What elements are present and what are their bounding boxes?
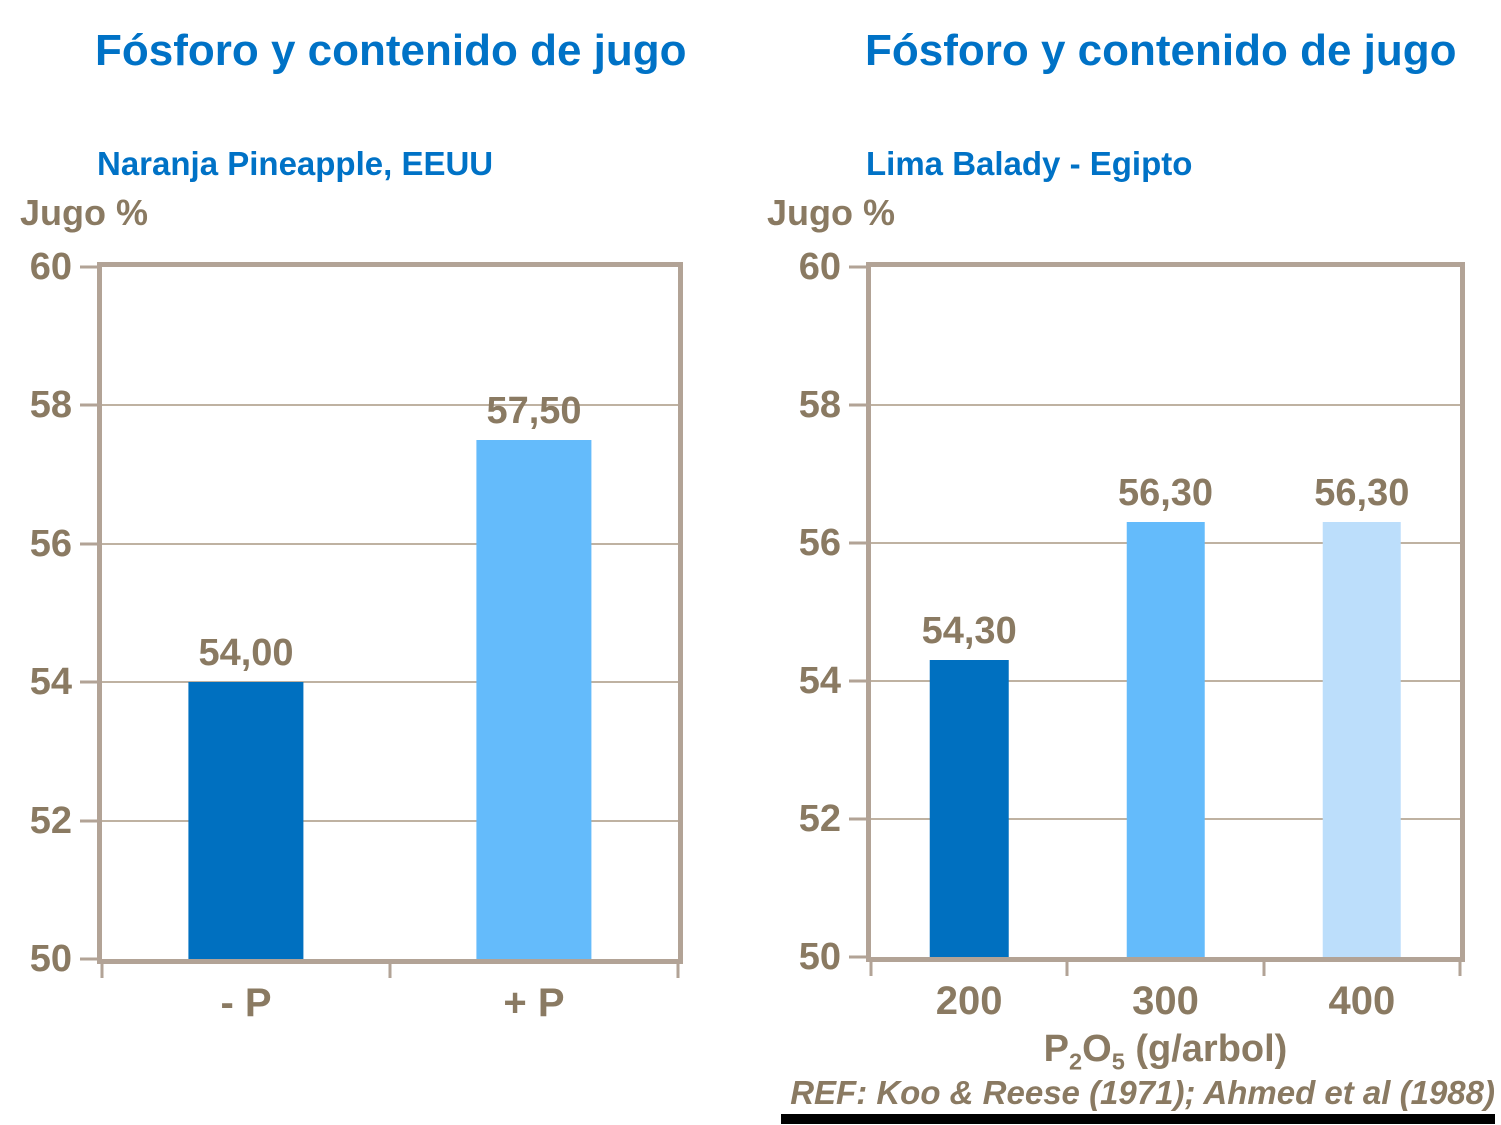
x-tick-mark [1065, 962, 1069, 976]
gridline [102, 404, 678, 407]
y-tick-label: 50 [798, 936, 841, 978]
chart-title-right: Fósforo y contenido de jugo [865, 26, 1457, 75]
gridline [102, 819, 678, 822]
y-tick-mark [80, 542, 97, 546]
chart-subtitle-right: Lima Balady - Egipto [866, 145, 1193, 182]
x-axis-title-part: (g/arbol) [1124, 1028, 1288, 1070]
chart-plot-area-right: 50 52 54 56 58 60 54,30 200 56,30 300 56,30 400 [799, 248, 1465, 1021]
chart-subtitle-left: Naranja Pineapple, EEUU [97, 145, 494, 182]
y-tick-label: 60 [798, 246, 841, 288]
chart-title-left: Fósforo y contenido de jugo [95, 26, 687, 75]
x-tick-mark [100, 964, 104, 978]
bar [1126, 522, 1205, 957]
y-tick-label: 56 [798, 522, 841, 564]
bar [476, 440, 592, 959]
y-axis-title-right: Jugo % [767, 192, 896, 233]
y-tick-mark [80, 819, 97, 823]
bar [188, 682, 304, 959]
x-tick-mark [388, 964, 392, 978]
bar [929, 660, 1009, 957]
bar-value-label: 57,50 [486, 390, 582, 432]
chart-plot-area-left: 50 52 54 56 58 60 54,00 - P 57,50 + P [30, 248, 683, 1023]
y-tick-mark [849, 817, 866, 821]
y-tick-label: 58 [798, 384, 841, 426]
x-axis-title: P2O5 (g/arbol) [866, 1028, 1465, 1076]
y-tick-label: 58 [29, 384, 72, 427]
x-axis-title-part: 5 [1111, 1048, 1125, 1075]
x-tick-mark [869, 962, 873, 976]
x-category-label: - P [220, 981, 272, 1025]
y-tick-label: 52 [29, 799, 72, 842]
x-axis-title-part: O [1082, 1028, 1112, 1070]
y-tick-label: 50 [29, 938, 72, 980]
x-tick-mark [676, 964, 680, 978]
x-category-label: 300 [1132, 979, 1199, 1023]
bar-value-label: 56,30 [1314, 472, 1410, 515]
y-tick-mark [849, 679, 866, 683]
y-tick-mark [80, 265, 97, 269]
footer-divider-bar [781, 1114, 1495, 1124]
x-axis-title-part: P [1043, 1028, 1070, 1070]
bar [1322, 522, 1402, 957]
y-tick-mark [80, 957, 97, 961]
x-tick-mark [1262, 962, 1266, 976]
x-tick-mark [1458, 962, 1462, 976]
y-tick-mark [849, 403, 866, 407]
x-category-label: 200 [935, 979, 1003, 1023]
y-tick-mark [80, 403, 97, 407]
y-tick-label: 54 [798, 660, 841, 702]
gridline [102, 542, 678, 545]
gridline [102, 681, 678, 684]
y-tick-mark [849, 265, 866, 269]
y-tick-label: 60 [29, 246, 72, 288]
x-category-label: + P [503, 981, 565, 1025]
bar-value-label: 56,30 [1117, 472, 1214, 515]
reference-citation: REF: Koo & Reese (1971); Ahmed et al (19… [790, 1074, 1495, 1111]
gridline [871, 404, 1460, 406]
x-axis-title-part: 2 [1069, 1048, 1083, 1075]
x-category-label: 400 [1328, 979, 1396, 1023]
y-tick-label: 52 [798, 798, 841, 840]
bar-value-label: 54,00 [198, 632, 294, 675]
y-tick-mark [849, 955, 866, 959]
y-tick-mark [849, 541, 866, 545]
y-tick-label: 56 [29, 522, 72, 565]
y-axis-title-left: Jugo % [20, 192, 149, 233]
y-tick-label: 54 [29, 661, 72, 704]
bar-value-label: 54,30 [921, 610, 1017, 653]
y-tick-mark [80, 680, 97, 684]
